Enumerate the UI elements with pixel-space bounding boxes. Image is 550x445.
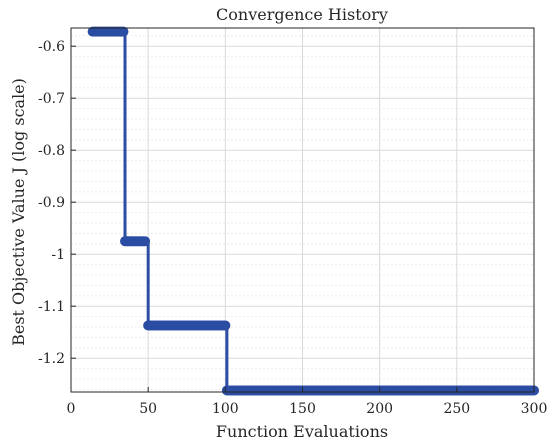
series-marker-group xyxy=(87,26,539,396)
y-tick-label: -1.2 xyxy=(38,351,65,367)
y-tick-label: -1.1 xyxy=(38,299,65,315)
grid xyxy=(71,28,534,392)
y-axis-ticks: -0.6 -0.7 -0.8 -0.9 -1 -1.1 -1.2 xyxy=(38,39,76,367)
y-tick-label: -0.8 xyxy=(38,143,65,159)
x-tick-label: 150 xyxy=(289,401,316,417)
y-tick-label: -0.9 xyxy=(38,195,65,211)
x-tick-label: 250 xyxy=(443,401,470,417)
data-point xyxy=(118,26,129,37)
y-tick-label: -0.7 xyxy=(38,91,65,107)
data-point xyxy=(140,236,151,247)
x-tick-label: 300 xyxy=(521,401,548,417)
chart-title: Convergence History xyxy=(216,5,388,24)
x-axis-label: Function Evaluations xyxy=(216,422,388,441)
y-axis-label: Best Objective Value J (log scale) xyxy=(9,78,28,346)
y-tick-label: -0.6 xyxy=(38,39,65,55)
series-line-group xyxy=(92,30,534,392)
x-tick-label: 100 xyxy=(212,401,239,417)
series-line xyxy=(92,30,534,392)
x-tick-label: 200 xyxy=(366,401,393,417)
data-point xyxy=(220,320,231,331)
y-tick-label: -1 xyxy=(51,247,65,263)
x-tick-label: 0 xyxy=(67,401,76,417)
x-axis-ticks: 0 50 100 150 200 250 300 xyxy=(67,387,548,417)
x-tick-label: 50 xyxy=(139,401,157,417)
